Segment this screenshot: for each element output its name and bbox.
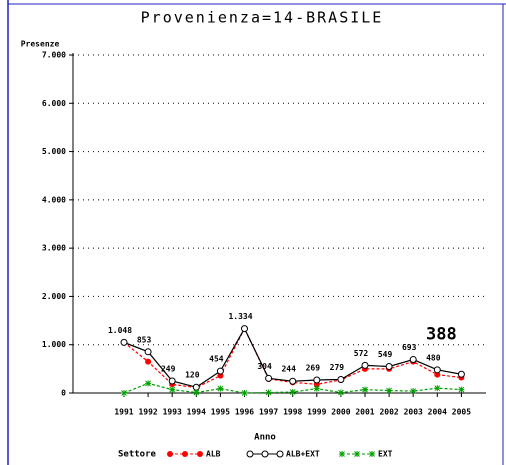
point <box>313 376 321 384</box>
data-label: 120 <box>185 371 200 380</box>
point <box>410 388 417 395</box>
y-tick-label: 0 <box>61 389 66 398</box>
x-tick-label: 2002 <box>379 408 398 417</box>
data-label: 388 <box>426 324 457 344</box>
data-label: 853 <box>137 335 152 344</box>
point <box>145 380 152 387</box>
legend-label: ALB <box>206 450 221 459</box>
x-tick-label: 1991 <box>114 408 133 417</box>
x-tick-label: 1997 <box>259 408 278 417</box>
point <box>265 389 272 396</box>
x-tick-label: 1996 <box>235 408 254 417</box>
data-label: 304 <box>257 362 272 371</box>
point <box>362 386 368 393</box>
y-tick-label: 2.000 <box>42 292 66 301</box>
data-label: 249 <box>161 364 176 373</box>
point <box>144 348 152 356</box>
point <box>433 366 441 374</box>
point <box>120 338 128 346</box>
point <box>313 385 320 392</box>
point <box>246 450 254 458</box>
x-tick-label: 2000 <box>331 408 350 417</box>
y-tick-label: 6.000 <box>42 99 66 108</box>
point <box>145 358 152 365</box>
point <box>337 389 344 396</box>
data-label: 480 <box>426 353 441 362</box>
y-tick-label: 5.000 <box>42 147 66 156</box>
x-tick-label: 2001 <box>355 408 374 417</box>
data-label: 572 <box>354 349 369 358</box>
legend-label: EXT <box>378 450 393 459</box>
point <box>337 376 345 384</box>
y-tick-label: 4.000 <box>42 195 66 204</box>
point <box>182 451 188 457</box>
x-tick-label: 1998 <box>283 408 302 417</box>
data-label: 454 <box>209 355 224 364</box>
data-label: 693 <box>402 343 417 352</box>
data-label: 244 <box>281 365 296 374</box>
point <box>241 325 248 333</box>
legend-title: Settore <box>118 450 157 460</box>
point <box>457 370 465 378</box>
point <box>217 385 224 392</box>
point <box>216 367 224 375</box>
x-tick-label: 1999 <box>307 408 326 417</box>
x-tick-label: 2004 <box>428 408 447 417</box>
point <box>386 387 393 394</box>
point <box>289 389 296 396</box>
point <box>385 362 393 370</box>
point <box>354 451 360 457</box>
point <box>458 386 465 393</box>
x-tick-label: 2005 <box>452 408 471 417</box>
y-tick-label: 7.000 <box>42 51 66 60</box>
point <box>265 374 273 382</box>
point <box>192 383 200 391</box>
point <box>241 390 248 396</box>
point <box>168 377 176 385</box>
point <box>169 386 176 393</box>
point <box>361 361 369 369</box>
point <box>193 389 200 396</box>
legend-label: ALB+EXT <box>286 450 320 459</box>
point <box>276 450 284 458</box>
point <box>197 451 203 457</box>
y-axis-label: Presenze <box>21 40 60 49</box>
chart-title: Provenienza=14-BRASILE <box>141 9 384 27</box>
x-axis-label: Anno <box>254 433 276 443</box>
point <box>121 390 127 396</box>
point <box>434 371 441 378</box>
point <box>434 385 441 392</box>
series-line <box>123 327 462 389</box>
y-tick-label: 3.000 <box>42 244 66 253</box>
point <box>339 451 345 457</box>
data-label: 1.048 <box>108 326 132 335</box>
x-tick-label: 1995 <box>211 408 230 417</box>
x-tick-label: 1994 <box>187 408 206 417</box>
x-tick-label: 1992 <box>138 408 157 417</box>
y-tick-label: 1.000 <box>42 340 66 349</box>
data-label: 549 <box>378 350 393 359</box>
data-label: 279 <box>330 363 345 372</box>
point <box>369 451 375 457</box>
point <box>167 451 173 457</box>
x-tick-label: 1993 <box>163 408 182 417</box>
data-label: 1.334 <box>228 312 252 321</box>
point <box>289 377 297 385</box>
point <box>409 356 417 364</box>
x-tick-label: 2003 <box>404 408 423 417</box>
point <box>261 450 269 458</box>
data-label: 269 <box>306 364 321 373</box>
